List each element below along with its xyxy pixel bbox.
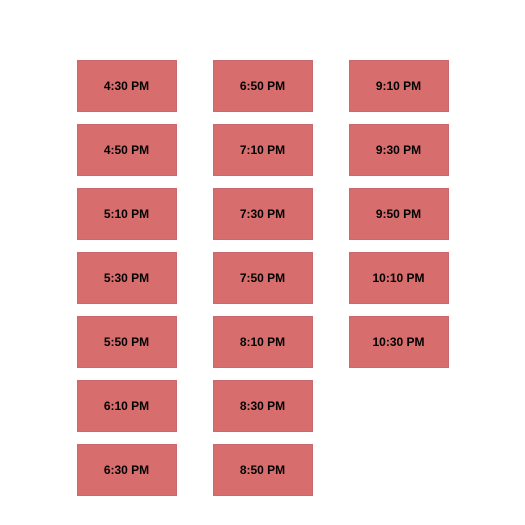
time-slot-label: 9:30 PM (376, 143, 421, 157)
time-slot-label: 10:30 PM (372, 335, 424, 349)
time-slot[interactable]: 9:30 PM (349, 124, 449, 176)
time-slot-label: 5:50 PM (104, 335, 149, 349)
time-slot[interactable]: 6:50 PM (213, 60, 313, 112)
time-slot[interactable]: 5:50 PM (77, 316, 177, 368)
time-slot[interactable]: 9:10 PM (349, 60, 449, 112)
time-slot-label: 7:30 PM (240, 207, 285, 221)
time-slot-label: 8:50 PM (240, 463, 285, 477)
time-slot-label: 7:50 PM (240, 271, 285, 285)
time-slot[interactable]: 6:10 PM (77, 380, 177, 432)
time-slot-label: 8:30 PM (240, 399, 285, 413)
time-slot[interactable]: 4:30 PM (77, 60, 177, 112)
time-slot[interactable]: 4:50 PM (77, 124, 177, 176)
time-slot-label: 10:10 PM (372, 271, 424, 285)
time-column-3: 9:10 PM 9:30 PM 9:50 PM 10:10 PM 10:30 P… (349, 60, 449, 496)
time-slot-label: 6:50 PM (240, 79, 285, 93)
time-slot-label: 4:50 PM (104, 143, 149, 157)
time-slot-label: 6:10 PM (104, 399, 149, 413)
time-column-2: 6:50 PM 7:10 PM 7:30 PM 7:50 PM 8:10 PM … (213, 60, 313, 496)
time-slot-label: 7:10 PM (240, 143, 285, 157)
time-slot-label: 6:30 PM (104, 463, 149, 477)
time-slot-label: 9:50 PM (376, 207, 421, 221)
time-slot[interactable]: 8:30 PM (213, 380, 313, 432)
time-slot[interactable]: 7:10 PM (213, 124, 313, 176)
time-slot[interactable]: 8:50 PM (213, 444, 313, 496)
time-slot-grid: 4:30 PM 4:50 PM 5:10 PM 5:30 PM 5:50 PM … (0, 0, 525, 496)
time-slot-label: 5:10 PM (104, 207, 149, 221)
time-column-1: 4:30 PM 4:50 PM 5:10 PM 5:30 PM 5:50 PM … (77, 60, 177, 496)
time-slot-label: 9:10 PM (376, 79, 421, 93)
time-slot[interactable]: 10:30 PM (349, 316, 449, 368)
time-slot[interactable]: 9:50 PM (349, 188, 449, 240)
time-slot-label: 4:30 PM (104, 79, 149, 93)
time-slot[interactable]: 5:10 PM (77, 188, 177, 240)
time-slot[interactable]: 10:10 PM (349, 252, 449, 304)
time-slot-label: 5:30 PM (104, 271, 149, 285)
time-slot-label: 8:10 PM (240, 335, 285, 349)
time-slot[interactable]: 8:10 PM (213, 316, 313, 368)
time-slot[interactable]: 7:30 PM (213, 188, 313, 240)
time-slot[interactable]: 7:50 PM (213, 252, 313, 304)
time-slot[interactable]: 5:30 PM (77, 252, 177, 304)
time-slot[interactable]: 6:30 PM (77, 444, 177, 496)
